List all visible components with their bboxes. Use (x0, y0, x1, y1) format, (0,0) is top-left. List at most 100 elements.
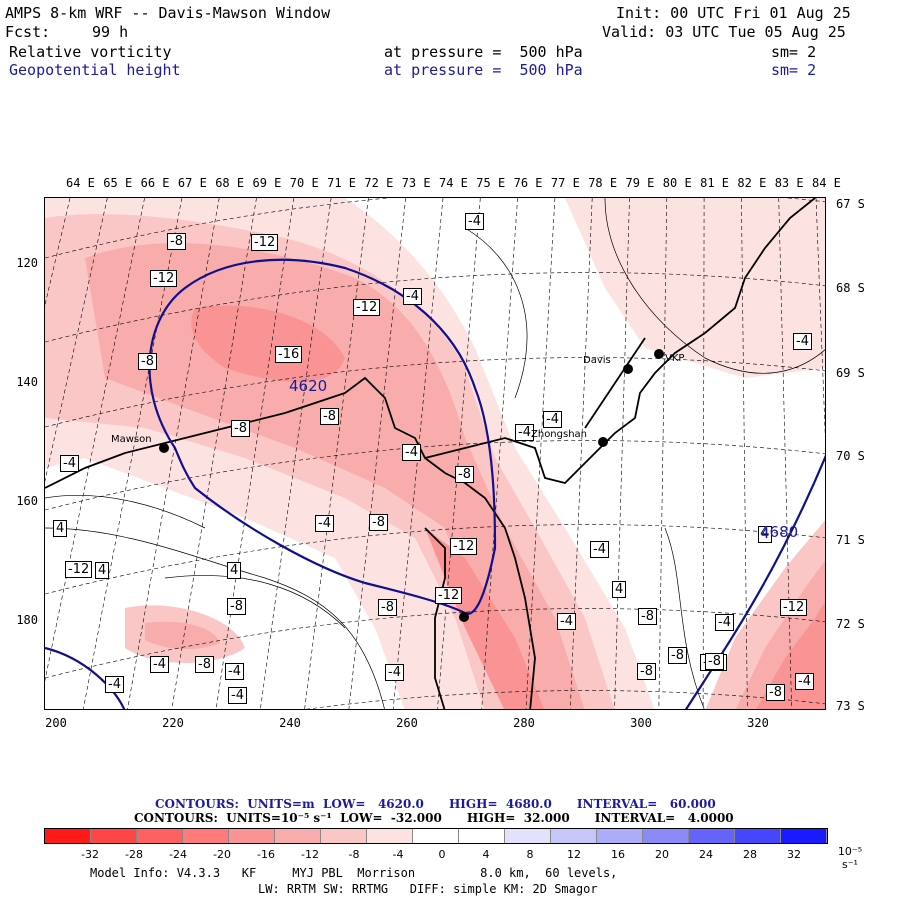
station-marker-mawson (159, 443, 169, 453)
contour-label: 4 (227, 562, 242, 579)
longitude-label: 71 E (327, 176, 356, 190)
station-label-vkp: VKP (665, 353, 685, 364)
station-marker-vkp (654, 349, 664, 359)
parallel-line (45, 357, 825, 428)
contour-label: -4 (590, 541, 609, 558)
y-tick-label: 180 (16, 613, 38, 627)
contour-label: -4 (465, 213, 484, 230)
longitude-label: 74 E (439, 176, 468, 190)
color-bar-tick: 0 (438, 848, 446, 861)
color-bar-swatch (551, 829, 597, 843)
meridian-line (525, 198, 556, 709)
vorticity-contour-info: CONTOURS: UNITS=10⁻⁵ s⁻¹ LOW= -32.000 HI… (134, 811, 734, 825)
longitude-label: 69 E (252, 176, 282, 190)
color-bar-swatch (597, 829, 643, 843)
meridian-line (45, 198, 145, 682)
color-bar-tick: -12 (301, 848, 319, 861)
parallel-line (45, 272, 825, 343)
color-bar-tick: -24 (169, 848, 187, 861)
color-bar (44, 828, 828, 844)
geopotential-label: 4680 (760, 523, 799, 541)
longitude-label: 81 E (700, 176, 729, 190)
contour-label: -4 (515, 424, 534, 441)
meridian-line (778, 198, 792, 709)
longitude-label: 79 E (625, 176, 655, 190)
contour-label: -16 (275, 346, 303, 363)
color-bar-tick: -20 (213, 848, 231, 861)
geopotential-contours (45, 258, 825, 709)
contour-label: -4 (228, 687, 247, 704)
forecast-hour: 99 h (92, 23, 129, 41)
color-bar-swatch (183, 829, 229, 843)
latitude-label: 68 S (836, 281, 865, 295)
contour-label: -4 (105, 676, 124, 693)
longitude-label: 72 E (364, 176, 394, 190)
longitude-label: 78 E (588, 176, 618, 190)
color-bar-swatch (275, 829, 321, 843)
station-label-davis: Davis (583, 355, 611, 366)
meridian-line (260, 198, 332, 709)
color-bar-tick: 32 (787, 848, 801, 861)
contour-label: -8 (369, 514, 388, 531)
longitude-label: 82 E (737, 176, 767, 190)
color-bar-tick: 4 (482, 848, 490, 861)
parallel-line (306, 690, 825, 709)
color-bar-swatch (735, 829, 781, 843)
x-tick-label: 320 (747, 716, 769, 730)
longitude-label: 77 E (550, 176, 580, 190)
contour-label: 4 (758, 526, 773, 543)
longitude-label: 68 E (215, 176, 245, 190)
station-marker-davis (623, 364, 633, 374)
contour-label: -4 (315, 515, 334, 532)
geopotential-label: 4620 (289, 377, 328, 395)
contour-label: -4 (150, 656, 169, 673)
color-bar-tick: -4 (392, 848, 404, 861)
x-tick-label: 240 (279, 716, 301, 730)
contour-label: -8 (705, 653, 724, 670)
coastline (45, 198, 816, 709)
map-title: AMPS 8-km WRF -- Davis-Mawson Window (5, 4, 331, 22)
contour-label: -8 (231, 420, 250, 437)
contour-label: -8 (766, 684, 785, 701)
parallel-line (45, 524, 825, 595)
color-bar-swatch (781, 829, 827, 843)
model-info-line2: LW: RRTM SW: RRTMG DIFF: simple KM: 2D S… (258, 882, 598, 896)
color-bar-tick: 20 (655, 848, 669, 861)
contour-label: -4 (715, 614, 734, 631)
map-canvas (45, 198, 825, 709)
field1-name: Relative vorticity (9, 43, 172, 61)
meridian-line (304, 198, 369, 709)
init-time: Init: 00 UTC Fri 01 Aug 25 (616, 4, 851, 22)
color-bar-tick: 28 (743, 848, 757, 861)
contour-label: -12 (150, 270, 178, 287)
x-tick-label: 200 (45, 716, 67, 730)
contour-label: 4 (53, 520, 68, 537)
meridian-line (815, 198, 825, 437)
color-bar-tick: -16 (257, 848, 275, 861)
contour-label: 4 (95, 562, 110, 579)
y-tick-label: 160 (16, 494, 38, 508)
field2-level: at pressure = 500 hPa (384, 61, 583, 79)
meridian-line (702, 198, 705, 709)
longitude-label: 73 E (401, 176, 431, 190)
contour-label: -12 (251, 234, 279, 251)
color-bar-swatch (367, 829, 413, 843)
x-tick-label: 220 (162, 716, 184, 730)
contour-label: 4 (612, 581, 627, 598)
contour-label: -4 (543, 411, 562, 428)
contour-label: -12 (450, 538, 478, 555)
station-label-zhongshan: Zhongshan (531, 429, 588, 440)
color-bar-swatch (643, 829, 689, 843)
x-tick-label: 260 (396, 716, 418, 730)
meridian-line (127, 198, 220, 709)
contour-label: -4 (795, 673, 814, 690)
latitude-label: 72 S (836, 617, 865, 631)
meridian-line (481, 198, 518, 709)
color-bar-tick: 16 (611, 848, 625, 861)
model-info-line1: Model Info: V4.3.3 KF MYJ PBL Morrison 8… (90, 866, 618, 880)
contour-label: -8 (320, 408, 339, 425)
contour-label: -8 (455, 466, 474, 483)
station-marker-zhongshan (598, 437, 608, 447)
field2-smoothing: sm= 2 (771, 61, 817, 79)
